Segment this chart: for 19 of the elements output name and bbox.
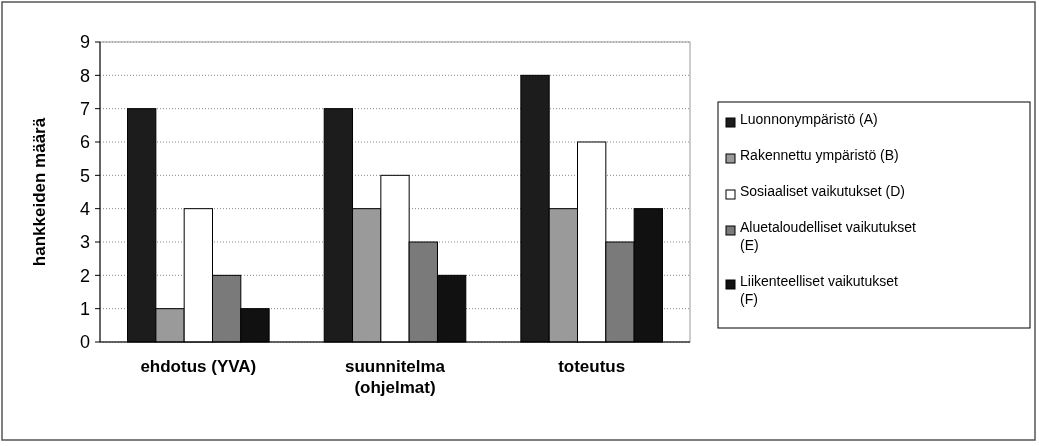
y-tick-label: 6 (79, 132, 90, 153)
legend-label: Liikenteelliset vaikutukset (F) (740, 273, 899, 307)
y-tick-label: 0 (79, 332, 90, 353)
x-tick-label: ehdotus (YVA) (140, 357, 257, 376)
legend-label: Sosiaaliset vaikutukset (D) (740, 183, 905, 199)
y-tick-label: 4 (79, 198, 90, 219)
y-tick-label: 2 (79, 265, 90, 286)
legend-label: Aluetaloudelliset vaikutukset (E) (740, 219, 916, 253)
y-tick-label: 1 (79, 298, 90, 319)
y-tick-label: 8 (79, 65, 90, 86)
y-tick-label: 5 (79, 165, 90, 186)
x-tick-label: suunnitelma (ohjelmat) (344, 357, 446, 397)
y-tick-label: 9 (79, 32, 90, 53)
legend-label: Luonnonympäristö (A) (740, 111, 878, 127)
y-tick-label: 7 (79, 98, 90, 119)
x-tick-label: toteutus (558, 357, 626, 376)
y-axis-title: hankkeiden määrä (30, 117, 49, 267)
y-tick-label: 3 (79, 232, 90, 253)
legend-label: Rakennettu ympäristö (B) (740, 147, 899, 163)
